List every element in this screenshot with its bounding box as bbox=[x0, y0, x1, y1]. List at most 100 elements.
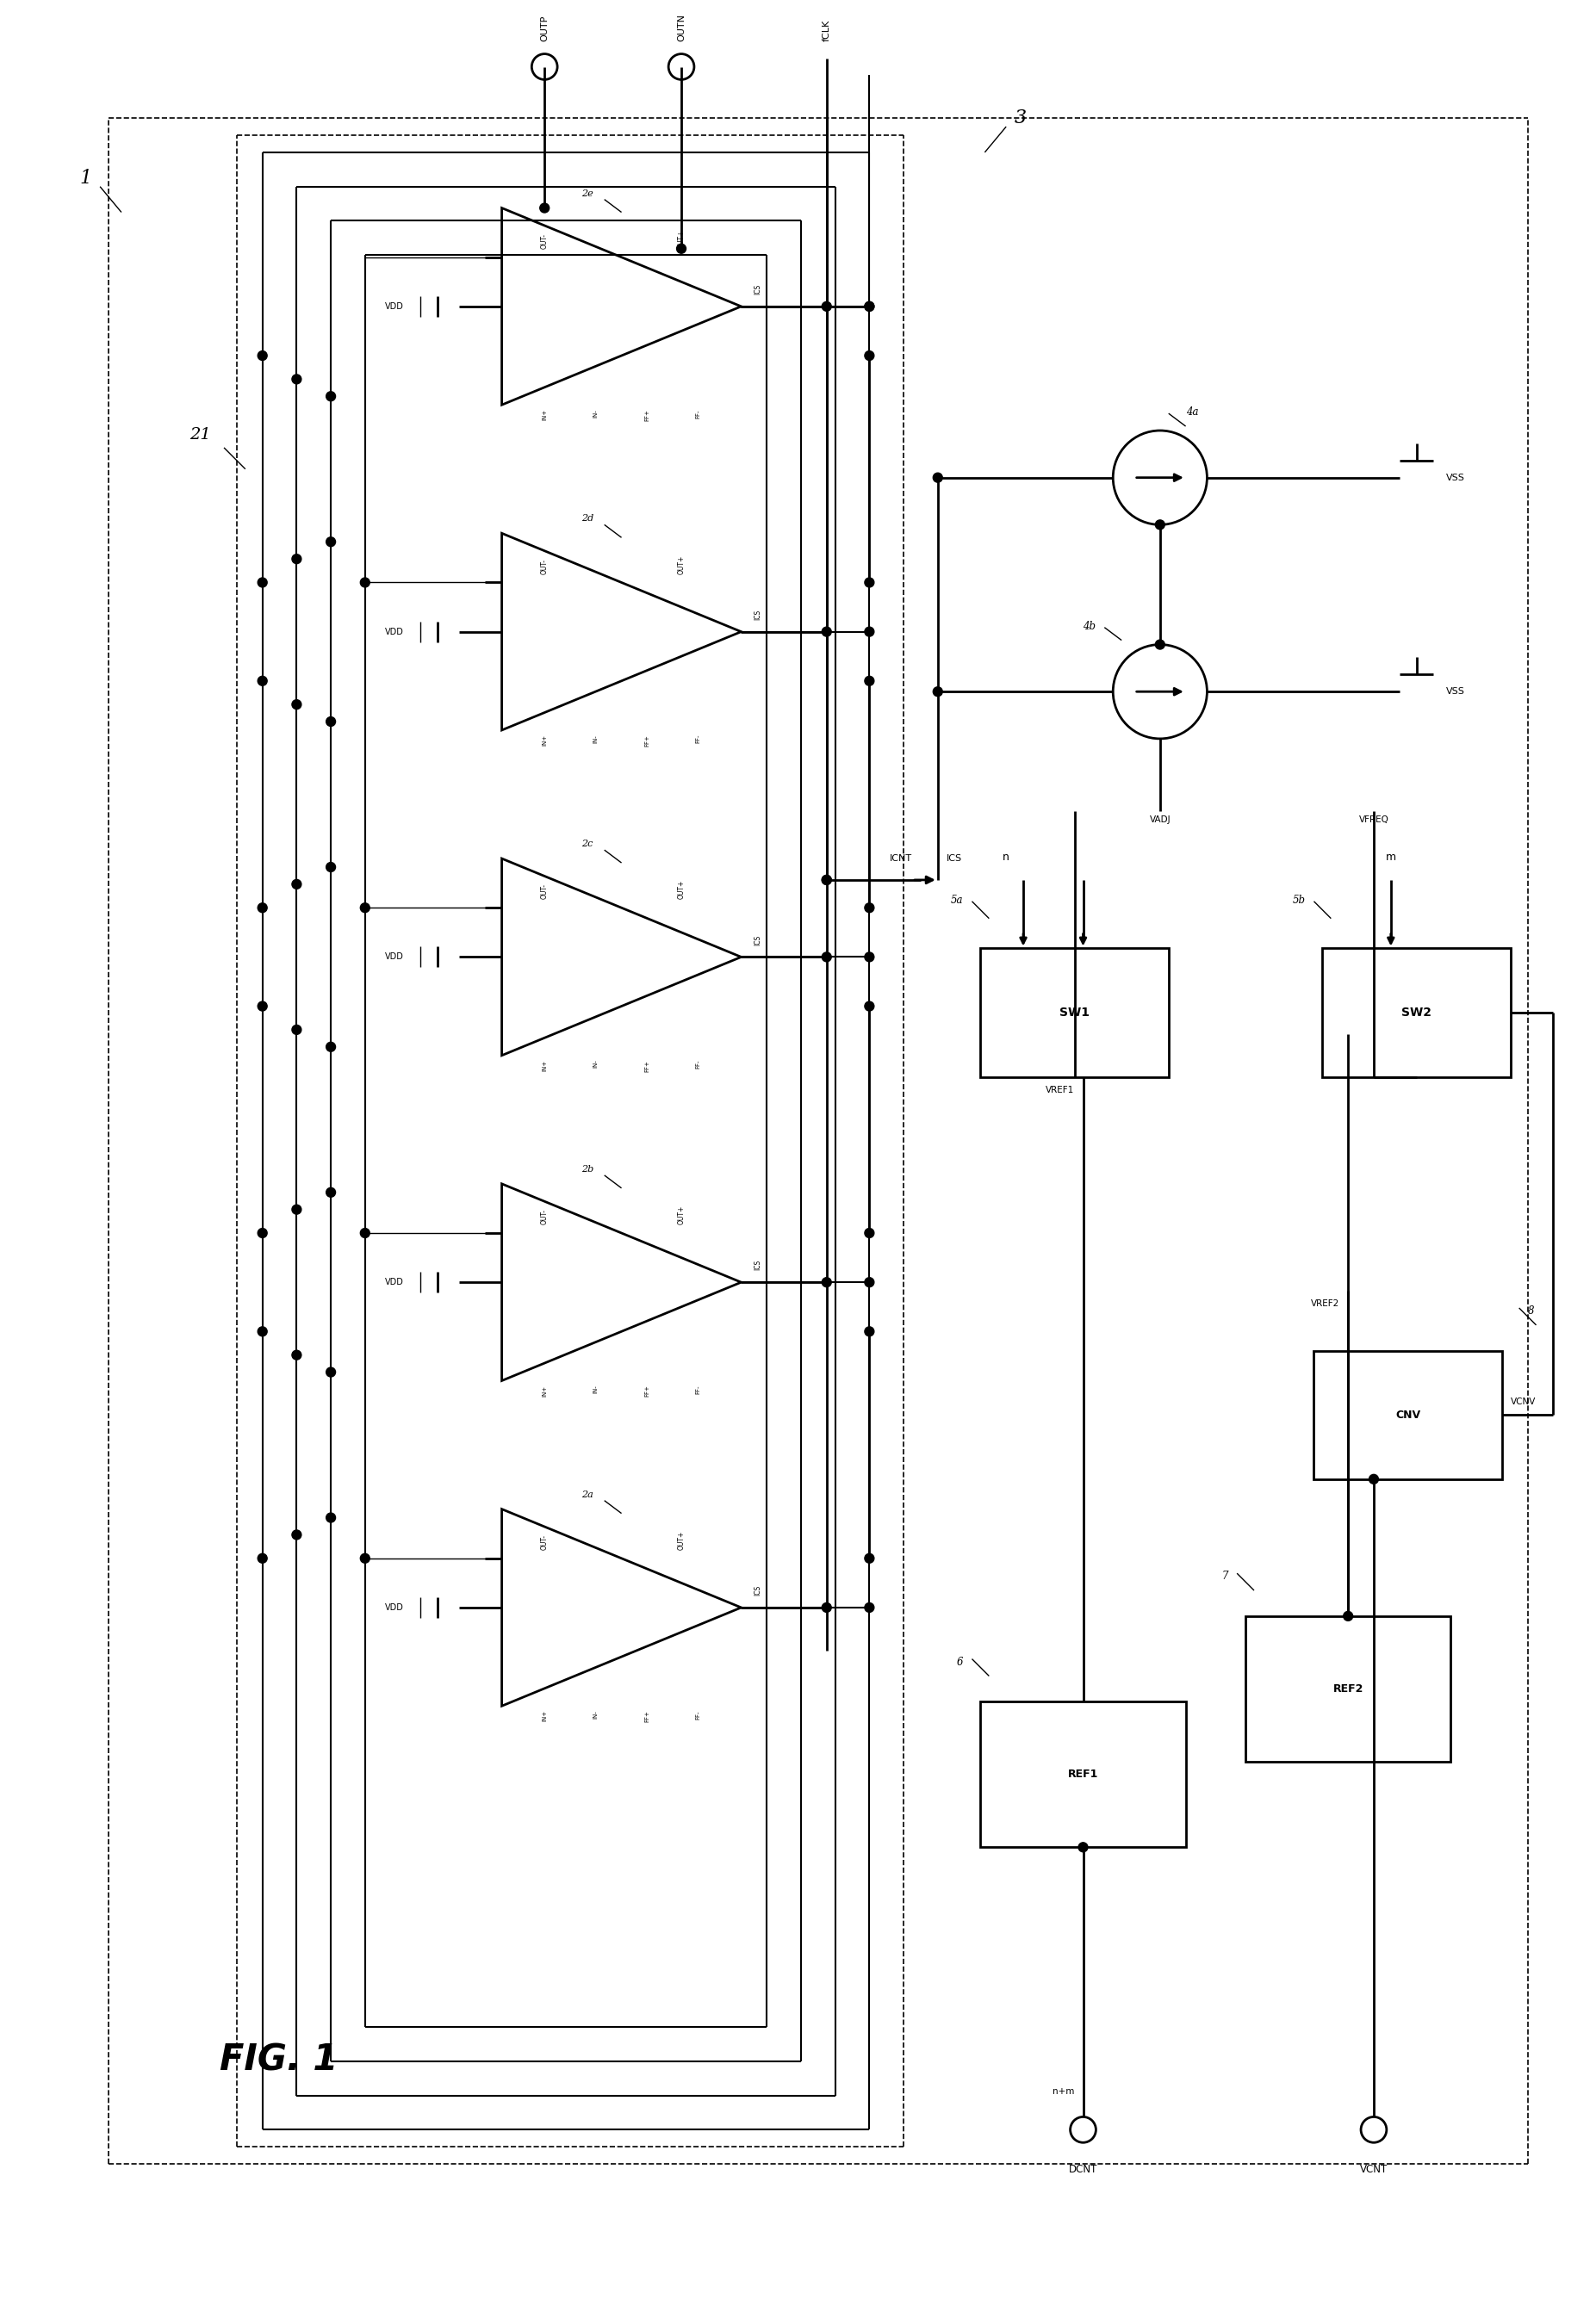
Text: ICS: ICS bbox=[946, 855, 962, 862]
Circle shape bbox=[865, 953, 875, 962]
Text: FF-: FF- bbox=[696, 409, 701, 418]
Circle shape bbox=[677, 244, 686, 253]
Text: OUT+: OUT+ bbox=[677, 881, 685, 899]
Circle shape bbox=[292, 553, 302, 565]
Text: OUT+: OUT+ bbox=[677, 1206, 685, 1225]
Circle shape bbox=[865, 302, 875, 311]
Circle shape bbox=[865, 1604, 875, 1613]
Bar bbox=[980, 1701, 1186, 1848]
Text: 7: 7 bbox=[1223, 1571, 1229, 1583]
Circle shape bbox=[865, 1229, 875, 1239]
Text: VDD: VDD bbox=[385, 302, 404, 311]
Text: 2c: 2c bbox=[581, 839, 594, 848]
Text: IN-: IN- bbox=[594, 1385, 598, 1394]
Text: SW1: SW1 bbox=[1060, 1006, 1090, 1018]
Text: OUT+: OUT+ bbox=[677, 230, 685, 249]
Text: VDD: VDD bbox=[385, 1604, 404, 1613]
Circle shape bbox=[257, 579, 267, 588]
Circle shape bbox=[865, 904, 875, 913]
Circle shape bbox=[257, 1002, 267, 1011]
Text: IN+: IN+ bbox=[543, 1060, 547, 1071]
Circle shape bbox=[1344, 1611, 1353, 1620]
Text: ICS: ICS bbox=[753, 934, 761, 946]
Circle shape bbox=[822, 953, 832, 962]
Text: m: m bbox=[1385, 851, 1396, 862]
Text: IN-: IN- bbox=[594, 1710, 598, 1720]
Text: FF+: FF+ bbox=[645, 1385, 650, 1397]
Text: 8: 8 bbox=[1527, 1306, 1534, 1315]
Circle shape bbox=[865, 627, 875, 637]
Text: 6: 6 bbox=[958, 1657, 964, 1666]
Circle shape bbox=[326, 862, 335, 872]
Text: 5b: 5b bbox=[1293, 895, 1306, 906]
Text: 2a: 2a bbox=[581, 1490, 594, 1499]
Circle shape bbox=[326, 390, 335, 402]
Text: 2b: 2b bbox=[581, 1164, 594, 1174]
Circle shape bbox=[822, 876, 832, 885]
Text: n+m: n+m bbox=[1053, 2087, 1074, 2096]
Text: FF-: FF- bbox=[696, 1385, 701, 1394]
Text: SW2: SW2 bbox=[1401, 1006, 1432, 1018]
Circle shape bbox=[257, 1327, 267, 1336]
Circle shape bbox=[257, 1555, 267, 1564]
Circle shape bbox=[865, 1327, 875, 1336]
Text: OUT-: OUT- bbox=[541, 232, 549, 249]
Text: ICS: ICS bbox=[753, 1585, 761, 1597]
Text: ICNT: ICNT bbox=[889, 855, 913, 862]
Text: FF+: FF+ bbox=[645, 734, 650, 746]
Circle shape bbox=[361, 579, 370, 588]
Circle shape bbox=[292, 878, 302, 888]
Text: FIG. 1: FIG. 1 bbox=[220, 2043, 338, 2078]
Circle shape bbox=[361, 1229, 370, 1239]
Text: ICS: ICS bbox=[753, 1260, 761, 1271]
Text: 21: 21 bbox=[190, 428, 211, 442]
Circle shape bbox=[1369, 1473, 1379, 1483]
Bar bbox=[1245, 1615, 1451, 1762]
Circle shape bbox=[326, 1188, 335, 1197]
Text: ICS: ICS bbox=[753, 609, 761, 621]
Circle shape bbox=[1079, 1843, 1088, 1852]
Text: 2e: 2e bbox=[581, 188, 594, 198]
Circle shape bbox=[865, 579, 875, 588]
Text: FF-: FF- bbox=[696, 734, 701, 744]
Circle shape bbox=[257, 1229, 267, 1239]
Circle shape bbox=[361, 904, 370, 913]
Text: IN-: IN- bbox=[594, 734, 598, 744]
Circle shape bbox=[539, 202, 549, 214]
Text: ICS: ICS bbox=[753, 284, 761, 295]
Circle shape bbox=[361, 1555, 370, 1564]
Text: VFREQ: VFREQ bbox=[1358, 816, 1389, 825]
Text: OUT-: OUT- bbox=[541, 1534, 549, 1550]
Text: IN+: IN+ bbox=[543, 1710, 547, 1722]
Circle shape bbox=[292, 1529, 302, 1538]
Circle shape bbox=[326, 716, 335, 727]
Text: VSS: VSS bbox=[1446, 474, 1465, 481]
Text: CNV: CNV bbox=[1395, 1408, 1420, 1420]
Text: FF+: FF+ bbox=[645, 1060, 650, 1071]
Circle shape bbox=[257, 904, 267, 913]
Circle shape bbox=[326, 537, 335, 546]
Text: VDD: VDD bbox=[385, 953, 404, 962]
Circle shape bbox=[1156, 639, 1165, 648]
Text: IN-: IN- bbox=[594, 409, 598, 418]
Text: VREF2: VREF2 bbox=[1310, 1299, 1339, 1308]
Text: OUTP: OUTP bbox=[539, 14, 549, 42]
Text: OUTN: OUTN bbox=[677, 14, 686, 42]
Circle shape bbox=[934, 688, 943, 697]
Text: IN+: IN+ bbox=[543, 1385, 547, 1397]
Circle shape bbox=[292, 1204, 302, 1213]
Text: REF1: REF1 bbox=[1068, 1769, 1098, 1780]
Text: n: n bbox=[1002, 851, 1010, 862]
Circle shape bbox=[822, 302, 832, 311]
Circle shape bbox=[865, 1002, 875, 1011]
Text: 4a: 4a bbox=[1186, 407, 1199, 418]
Text: 5a: 5a bbox=[951, 895, 964, 906]
Circle shape bbox=[326, 1367, 335, 1376]
Text: OUT+: OUT+ bbox=[677, 1532, 685, 1550]
Circle shape bbox=[865, 1278, 875, 1287]
Circle shape bbox=[822, 876, 832, 885]
Bar bbox=[980, 948, 1168, 1076]
Circle shape bbox=[865, 351, 875, 360]
Text: 3: 3 bbox=[1015, 109, 1026, 128]
Text: fCLK: fCLK bbox=[822, 19, 832, 42]
